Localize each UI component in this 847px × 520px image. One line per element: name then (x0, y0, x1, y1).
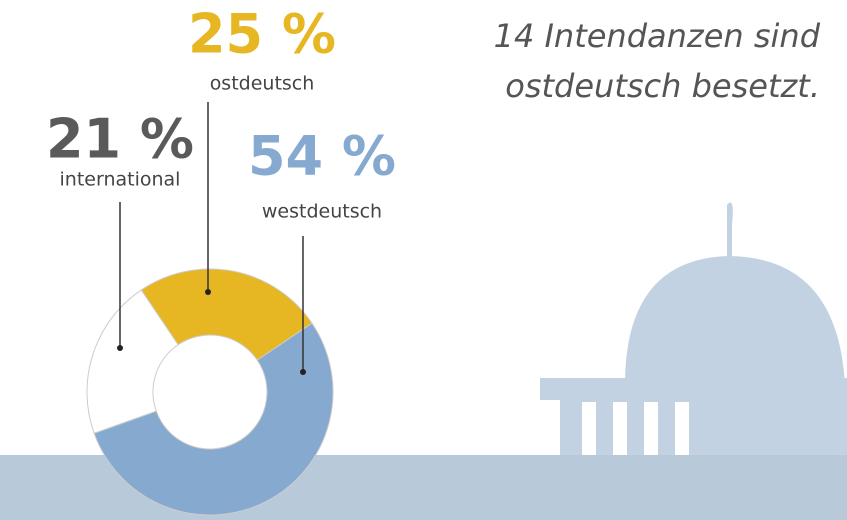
value-label: 54 % (248, 125, 396, 188)
leader-dot (117, 345, 123, 351)
annotation: ostdeutsch besetzt. (505, 67, 820, 105)
donut-segment (140, 268, 313, 361)
donut-segment (86, 289, 179, 434)
building (540, 202, 847, 458)
category-label: international (60, 169, 181, 191)
leader-dot (205, 289, 211, 295)
category-label: ostdeutsch (210, 73, 315, 95)
value-label: 25 % (188, 3, 336, 66)
leader-dot (300, 369, 306, 375)
columns (582, 402, 689, 455)
value-label: 21 % (46, 108, 194, 171)
category-label: westdeutsch (262, 201, 382, 223)
donut-segment (93, 322, 334, 516)
annotation: 14 Intendanzen sind (494, 17, 821, 55)
